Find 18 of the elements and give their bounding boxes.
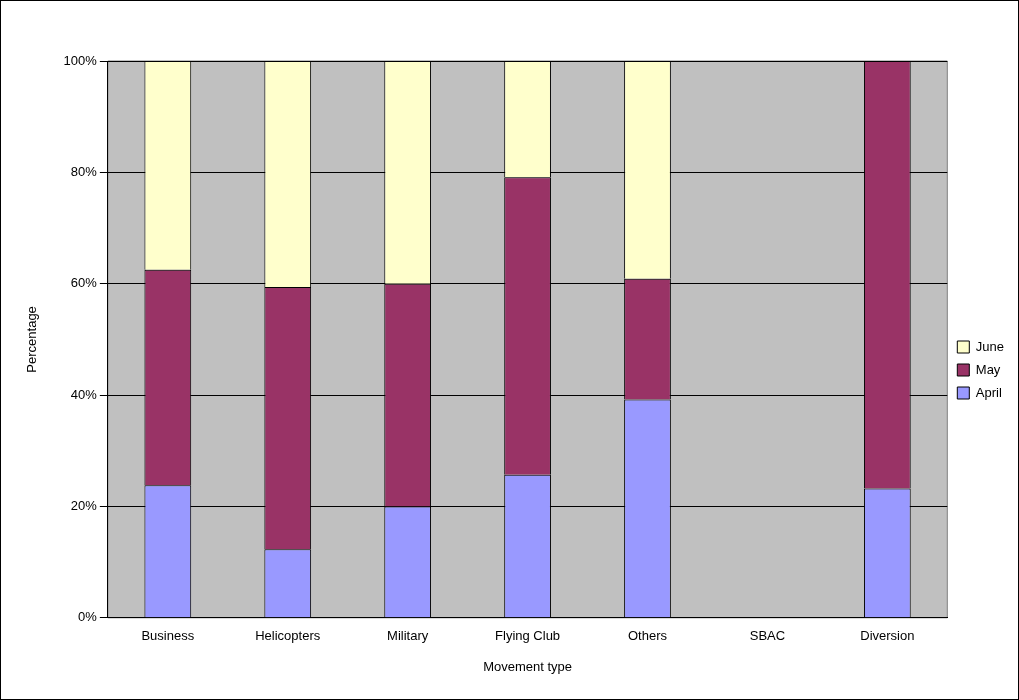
x-axis-title: Movement type [483,658,573,674]
legend-label: May [975,361,1001,377]
x-tick-label: Military [387,628,429,644]
x-tick-label: Others [627,628,668,644]
y-tick-label: 0% [78,609,98,625]
y-axis-title: Percentage [24,306,40,373]
y-tick-label: 40% [70,386,98,402]
y-tick-label: 20% [70,498,98,514]
legend-label: June [975,338,1005,354]
x-tick-label: Diversion [860,628,915,644]
legend-label: April [975,384,1002,400]
x-tick-label: Flying Club [495,628,561,644]
x-tick-label: Helicopters [255,628,321,644]
x-tick-label: Business [141,628,195,644]
x-tick-label: SBAC [749,628,786,644]
y-tick-label: 80% [70,163,98,179]
y-tick-label: 100% [63,52,98,68]
y-tick-label: 60% [70,275,98,291]
